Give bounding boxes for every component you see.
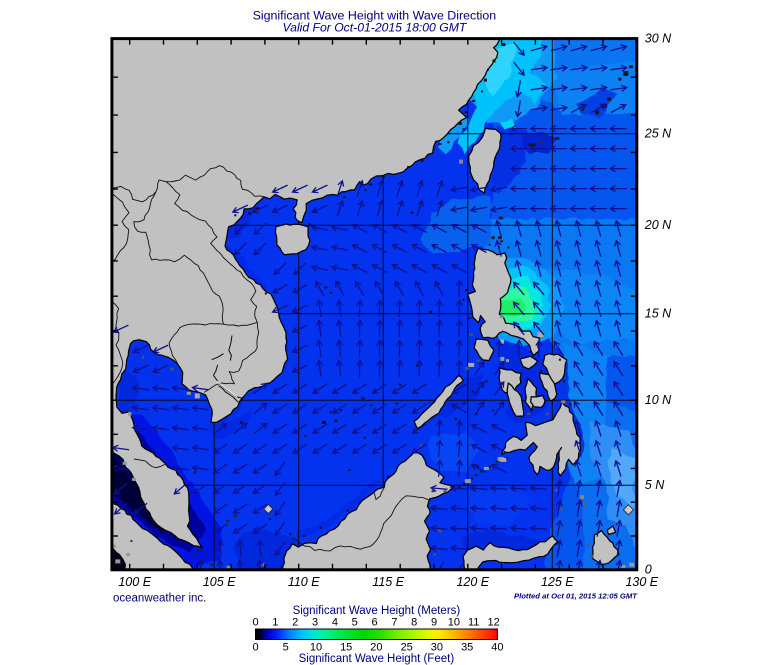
svg-text:105 E: 105 E [203, 575, 236, 589]
svg-text:0: 0 [252, 617, 258, 629]
svg-text:100 E: 100 E [118, 575, 151, 589]
svg-text:oceanweather inc.: oceanweather inc. [113, 593, 206, 605]
svg-text:3: 3 [312, 617, 318, 629]
svg-text:10: 10 [448, 617, 460, 629]
svg-text:15: 15 [340, 642, 352, 654]
svg-text:35: 35 [461, 642, 473, 654]
svg-text:20: 20 [370, 642, 382, 654]
svg-text:Significant Wave Height (Feet): Significant Wave Height (Feet) [299, 653, 455, 665]
svg-text:11: 11 [468, 617, 479, 629]
svg-text:10: 10 [310, 642, 322, 654]
svg-text:30 N: 30 N [645, 31, 672, 45]
svg-text:110 E: 110 E [288, 575, 320, 589]
svg-text:5: 5 [352, 617, 358, 629]
svg-text:10 N: 10 N [645, 393, 672, 407]
svg-text:115 E: 115 E [372, 575, 404, 589]
svg-text:20 N: 20 N [644, 218, 672, 232]
svg-text:12: 12 [487, 617, 499, 629]
svg-text:6: 6 [371, 617, 377, 629]
svg-text:125 E: 125 E [541, 575, 574, 589]
svg-text:1: 1 [272, 617, 278, 629]
svg-text:8: 8 [411, 617, 417, 629]
svg-text:7: 7 [391, 617, 397, 629]
svg-text:130 E: 130 E [625, 575, 658, 589]
svg-text:2: 2 [292, 617, 298, 629]
svg-text:5: 5 [283, 642, 289, 654]
svg-text:25: 25 [401, 642, 413, 654]
svg-text:15 N: 15 N [645, 307, 672, 321]
svg-text:25 N: 25 N [644, 127, 672, 141]
svg-text:5 N: 5 N [645, 478, 665, 492]
svg-text:4: 4 [332, 617, 338, 629]
svg-text:40: 40 [491, 642, 503, 654]
svg-text:0: 0 [252, 642, 258, 654]
svg-text:30: 30 [431, 642, 443, 654]
svg-text:Valid For Oct-01-2015 18:00 GM: Valid For Oct-01-2015 18:00 GMT [283, 21, 468, 35]
svg-text:0: 0 [645, 563, 652, 577]
svg-text:Significant Wave Height with W: Significant Wave Height with Wave Direct… [253, 9, 497, 23]
svg-text:120 E: 120 E [456, 575, 489, 589]
svg-text:Significant Wave Height (Meter: Significant Wave Height (Meters) [293, 605, 461, 617]
svg-text:9: 9 [431, 617, 437, 629]
svg-text:Plotted at Oct 01, 2015 12:05: Plotted at Oct 01, 2015 12:05 GMT [514, 592, 638, 601]
